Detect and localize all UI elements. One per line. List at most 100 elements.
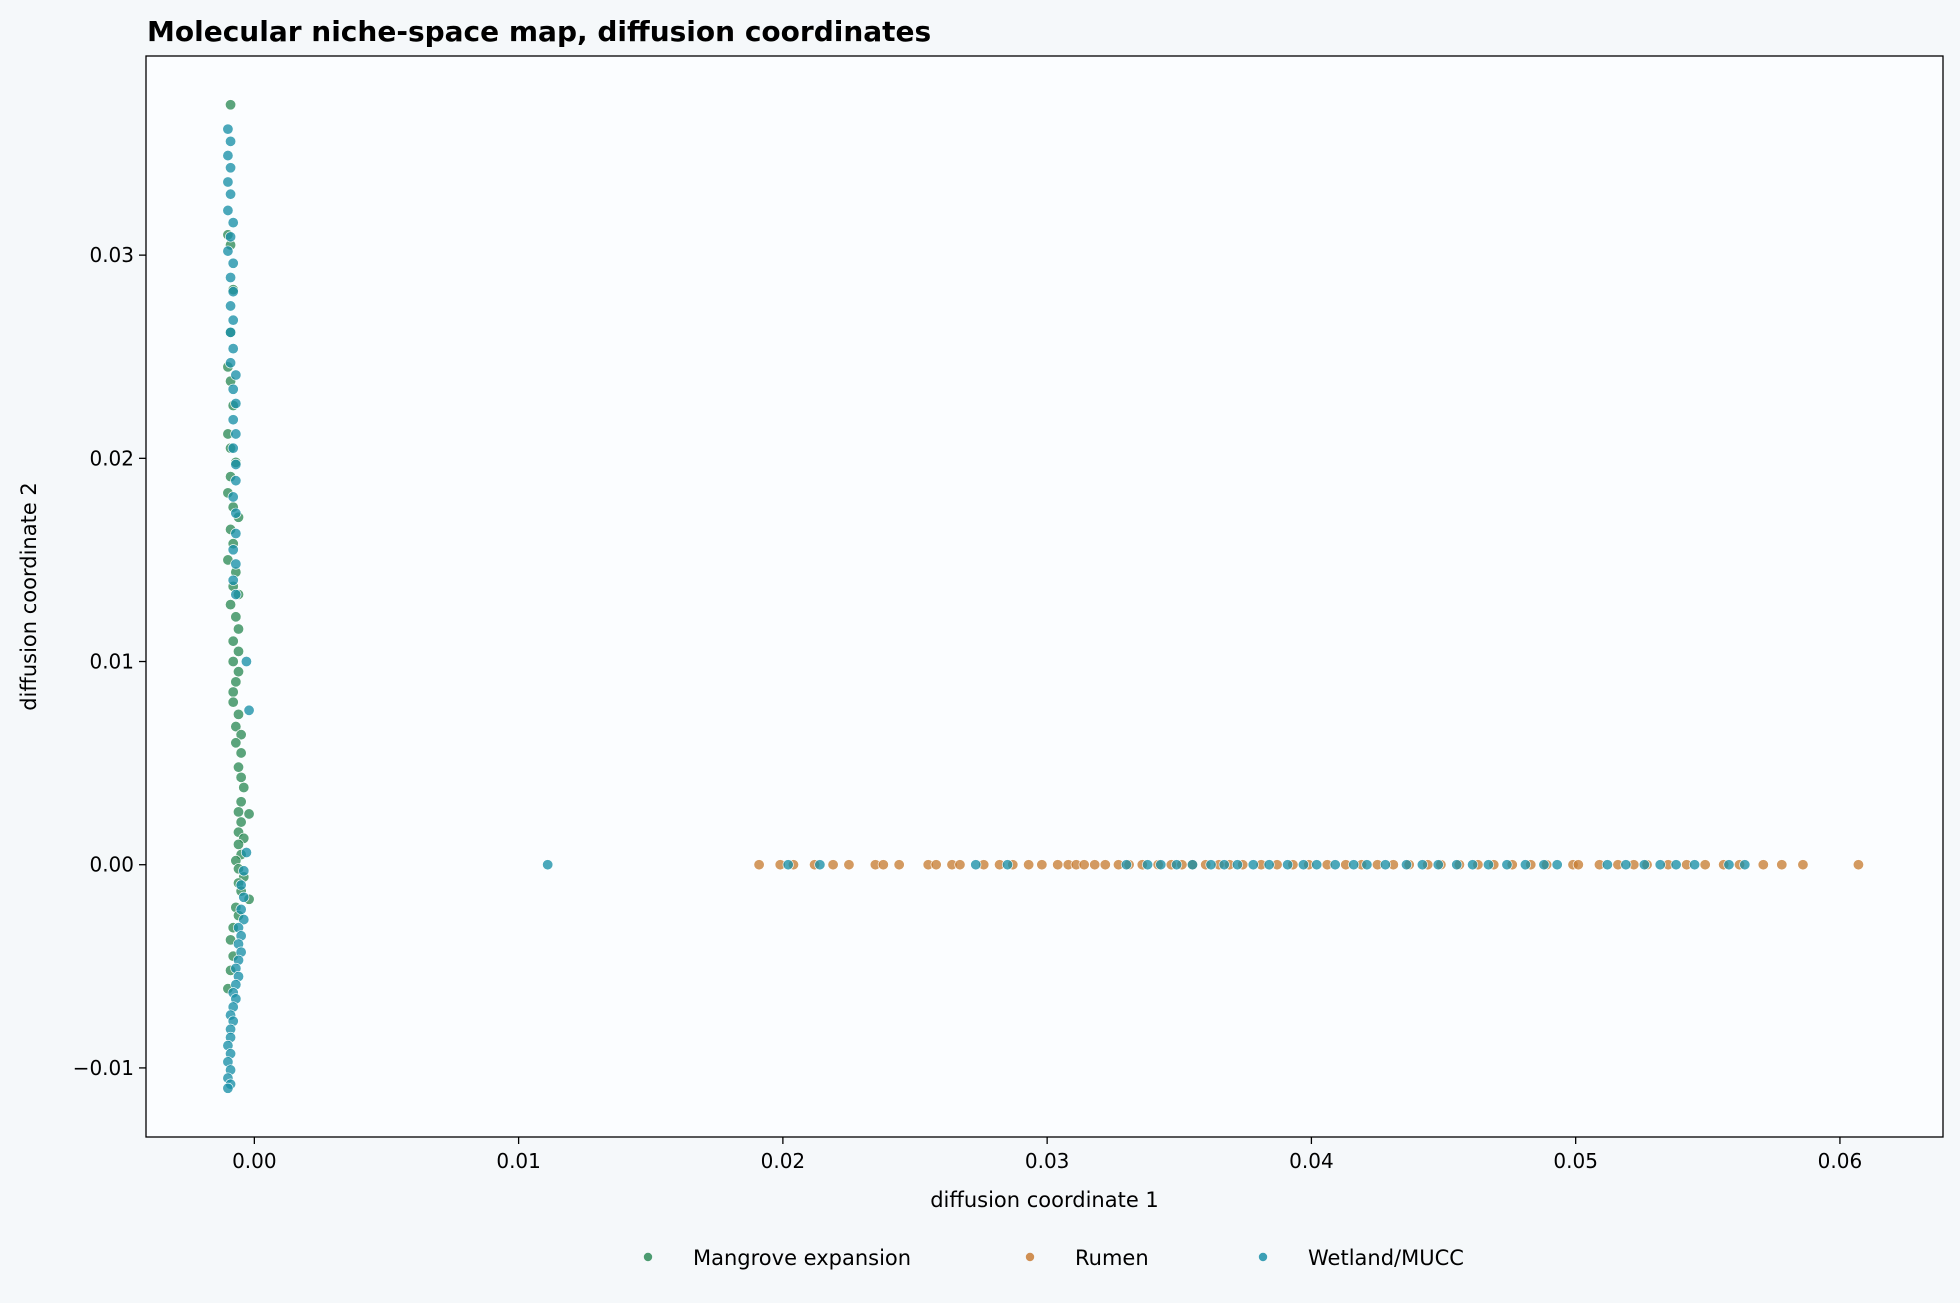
data-point [1797, 859, 1809, 871]
data-point [240, 847, 252, 859]
x-tick-label: 0.06 [1818, 1149, 1863, 1173]
data-point [225, 357, 237, 369]
data-point [227, 491, 239, 503]
data-point [225, 162, 237, 174]
data-point [227, 544, 239, 556]
data-point [1171, 859, 1183, 871]
data-point [1723, 859, 1735, 871]
data-point [1142, 859, 1154, 871]
data-point [542, 859, 554, 871]
data-point [225, 231, 237, 243]
data-point [222, 1082, 234, 1094]
data-point [232, 623, 244, 635]
data-point [877, 859, 889, 871]
y-tick-label: 0.03 [89, 243, 134, 267]
data-point [243, 808, 255, 820]
data-point [230, 558, 242, 570]
data-point [227, 343, 239, 355]
data-point [230, 428, 242, 440]
data-point [230, 721, 242, 733]
data-point [1089, 859, 1101, 871]
data-point [1654, 859, 1666, 871]
data-point [227, 217, 239, 229]
data-point [232, 645, 244, 657]
data-point [1551, 859, 1563, 871]
data-point [1638, 859, 1650, 871]
data-point [225, 271, 237, 283]
data-point [235, 796, 247, 808]
data-point [235, 903, 247, 915]
data-point [1451, 859, 1463, 871]
data-point [222, 123, 234, 135]
y-axis-label: diffusion coordinate 2 [17, 482, 41, 711]
data-point [970, 859, 982, 871]
data-point [238, 891, 250, 903]
data-point [227, 635, 239, 647]
legend-label: Rumen [1075, 1246, 1149, 1270]
data-point [230, 737, 242, 749]
data-point [1601, 859, 1613, 871]
data-point [222, 176, 234, 188]
x-axis-ticks: 0.00 0.01 0.02 0.03 0.04 0.05 0.06 [232, 1137, 1862, 1173]
legend-marker [643, 1252, 653, 1262]
data-point [230, 528, 242, 540]
data-point [230, 369, 242, 381]
data-point [1247, 859, 1259, 871]
data-point [1218, 859, 1230, 871]
data-point [753, 859, 765, 871]
data-point [232, 666, 244, 678]
data-point [1699, 859, 1711, 871]
data-point [227, 383, 239, 395]
data-point [1416, 859, 1428, 871]
data-point [227, 686, 239, 698]
data-point [225, 599, 237, 611]
data-point [238, 914, 250, 926]
data-point [1852, 859, 1864, 871]
y-tick-label: 0.01 [89, 650, 134, 674]
x-tick-label: 0.03 [1025, 1149, 1070, 1173]
plot-area [146, 56, 1943, 1137]
x-axis-label: diffusion coordinate 1 [930, 1188, 1159, 1212]
data-point [1757, 859, 1769, 871]
legend-marker [1258, 1252, 1268, 1262]
data-point [1078, 859, 1090, 871]
data-point [1002, 859, 1014, 871]
data-point [227, 442, 239, 454]
data-point [1689, 859, 1701, 871]
axes-frame [145, 55, 1944, 1138]
data-point [782, 859, 794, 871]
data-point [1401, 859, 1413, 871]
data-point [1361, 859, 1373, 871]
data-point [1432, 859, 1444, 871]
y-axis-ticks: −0.01 0.00 0.01 0.02 0.03 [73, 243, 146, 1080]
data-point [225, 300, 237, 312]
x-tick-label: 0.01 [496, 1149, 541, 1173]
data-point [1501, 859, 1513, 871]
data-point [1155, 859, 1167, 871]
legend-label: Wetland/MUCC [1308, 1246, 1464, 1270]
data-point [1186, 859, 1198, 871]
data-point [222, 245, 234, 257]
data-point [893, 859, 905, 871]
data-point [954, 859, 966, 871]
data-point [1263, 859, 1275, 871]
data-point [1036, 859, 1048, 871]
legend: Mangrove expansion Rumen Wetland/MUCC [643, 1246, 1464, 1270]
data-point [225, 326, 237, 338]
data-point [230, 475, 242, 487]
data-point [232, 761, 244, 773]
data-point [225, 135, 237, 147]
data-point [1519, 859, 1531, 871]
data-point [1670, 859, 1682, 871]
data-point [235, 771, 247, 783]
data-point [1297, 859, 1309, 871]
data-point [230, 397, 242, 409]
data-point [1120, 859, 1132, 871]
data-point [230, 458, 242, 470]
y-tick-label: −0.01 [73, 1056, 134, 1080]
data-point [235, 879, 247, 891]
data-point [238, 865, 250, 877]
data-point [222, 150, 234, 162]
